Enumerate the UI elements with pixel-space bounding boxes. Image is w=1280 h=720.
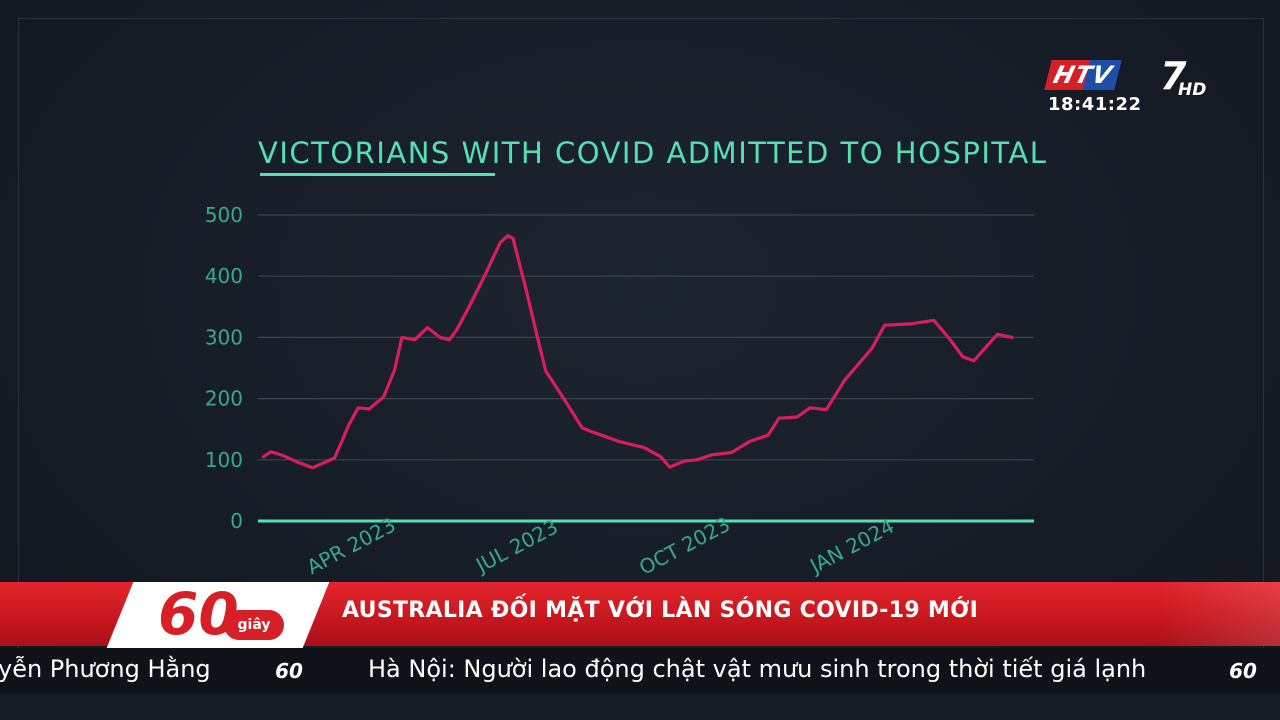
series-layer bbox=[261, 234, 1014, 470]
ticker-separator-logo-text: 60 bbox=[1229, 659, 1257, 683]
data-point bbox=[777, 416, 781, 420]
data-point bbox=[511, 236, 515, 240]
program-badge: 60 giây bbox=[106, 580, 330, 648]
data-point bbox=[1010, 336, 1014, 339]
x-tick-label: JUL 2023 bbox=[470, 514, 562, 578]
ticker-separator-logo-text: 60 bbox=[275, 659, 303, 683]
data-point bbox=[340, 440, 344, 443]
y-tick-label: 400 bbox=[205, 264, 243, 288]
y-tick-label: 200 bbox=[205, 387, 243, 411]
data-point bbox=[824, 408, 828, 411]
bottom-strip bbox=[0, 694, 1280, 720]
data-point bbox=[413, 338, 417, 342]
grid-layer bbox=[258, 214, 1034, 523]
data-point bbox=[447, 338, 451, 342]
data-point bbox=[482, 276, 486, 279]
data-point bbox=[795, 415, 799, 419]
data-point bbox=[617, 440, 621, 443]
data-point bbox=[659, 455, 662, 459]
channel-logo: HTV 7 HD bbox=[1044, 54, 1206, 118]
data-point bbox=[730, 451, 733, 454]
data-point bbox=[382, 395, 386, 399]
data-point bbox=[580, 426, 584, 430]
data-point bbox=[843, 378, 846, 382]
data-point bbox=[498, 241, 502, 244]
data-point bbox=[347, 422, 351, 426]
data-point bbox=[593, 431, 597, 435]
data-point bbox=[356, 406, 360, 410]
data-point bbox=[883, 323, 886, 327]
y-axis-ticks: 0 100 200 300 400 500 bbox=[205, 203, 243, 533]
data-point bbox=[668, 465, 672, 469]
headline-text: AUSTRALIA ĐỐI MẶT VỚI LÀN SÓNG COVID-19 … bbox=[342, 598, 979, 623]
data-point bbox=[426, 326, 429, 329]
data-point bbox=[262, 455, 265, 459]
ticker-separator-logo: 60 bbox=[262, 660, 316, 682]
data-point bbox=[506, 234, 509, 238]
program-unit: giây bbox=[224, 610, 284, 640]
data-point bbox=[710, 453, 713, 457]
data-point bbox=[269, 450, 273, 454]
data-point bbox=[455, 328, 458, 332]
data-point bbox=[466, 308, 469, 312]
broadcast-clock: 18:41:22 bbox=[1048, 94, 1142, 115]
chart-title: VICTORIANS WITH COVID ADMITTED TO HOSPIT… bbox=[258, 136, 1048, 170]
data-point bbox=[682, 459, 686, 463]
data-point bbox=[535, 332, 539, 336]
data-point bbox=[524, 287, 528, 290]
data-point bbox=[932, 318, 936, 322]
data-point bbox=[972, 359, 976, 363]
ticker-separator-logo: 60 bbox=[1216, 660, 1270, 682]
data-point bbox=[766, 433, 770, 437]
data-point bbox=[961, 355, 965, 359]
y-tick-label: 300 bbox=[205, 325, 243, 349]
ticker-item-current: Hà Nội: Người lao động chật vật mưu sinh… bbox=[368, 655, 1147, 683]
data-point bbox=[400, 336, 404, 339]
data-point bbox=[695, 458, 699, 462]
data-point bbox=[908, 322, 912, 326]
data-point bbox=[988, 340, 992, 344]
y-tick-label: 0 bbox=[230, 509, 243, 533]
data-point bbox=[294, 460, 298, 463]
data-point bbox=[564, 400, 568, 404]
channel-logo-text: HTV bbox=[1044, 60, 1122, 90]
y-tick-label: 500 bbox=[205, 203, 243, 227]
data-point bbox=[870, 347, 874, 350]
data-point bbox=[367, 407, 371, 411]
data-point bbox=[748, 440, 752, 443]
data-point bbox=[544, 369, 548, 373]
series-line bbox=[261, 234, 1014, 470]
headline-bar bbox=[0, 582, 1280, 646]
data-point bbox=[808, 406, 812, 410]
data-point bbox=[280, 453, 284, 457]
data-point bbox=[393, 368, 396, 372]
news-ticker bbox=[0, 648, 1280, 694]
channel-hd-badge: HD bbox=[1178, 80, 1207, 100]
channel-number: 7 bbox=[1160, 54, 1187, 98]
data-point bbox=[438, 336, 442, 339]
data-point bbox=[642, 446, 646, 449]
data-point bbox=[311, 466, 314, 470]
program-number: 60 bbox=[158, 580, 239, 648]
data-point bbox=[996, 332, 999, 336]
x-tick-label: JAN 2024 bbox=[804, 514, 898, 579]
ticker-item-previous: yễn Phương Hằng bbox=[0, 655, 211, 683]
data-point bbox=[947, 336, 950, 339]
title-underline bbox=[260, 173, 495, 176]
data-point bbox=[333, 456, 336, 460]
y-tick-label: 100 bbox=[205, 448, 243, 472]
